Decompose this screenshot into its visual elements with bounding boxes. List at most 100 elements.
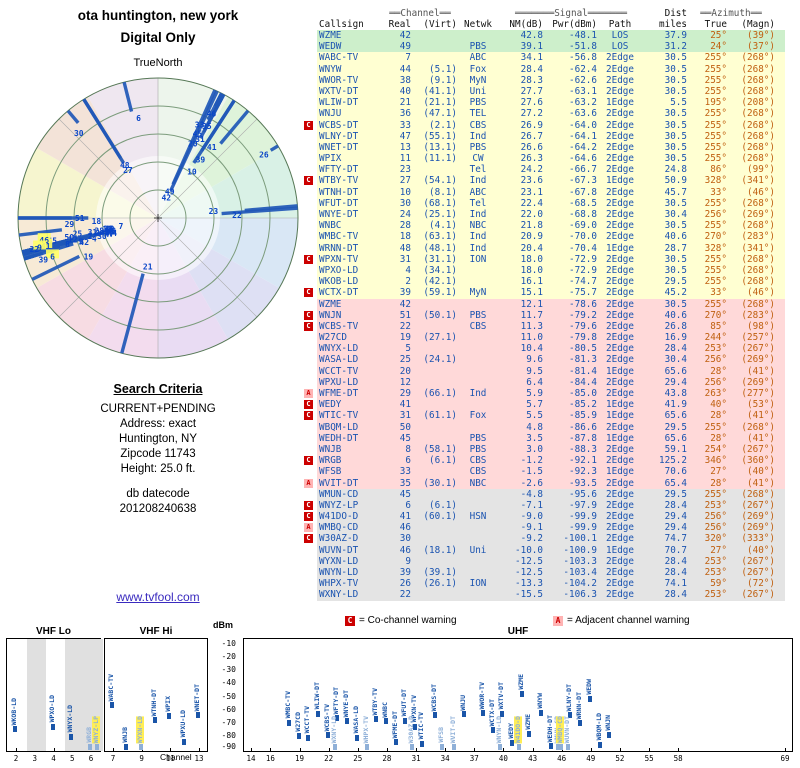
channel-tick [72,748,74,752]
real-channel: 41 [399,511,411,523]
path: 2Edge [606,589,634,601]
noise-margin: -9.1 [520,522,543,534]
virtual-channel [411,321,457,332]
table-row: WHPX-TV 26 (26.1) ION -13.3 -104.2 2Edge 74.1 59… [303,578,785,590]
db-datecode-value: 201208240638 [119,503,197,515]
callsign: WCCT-TV [319,365,359,377]
warning-marker-cell: C [303,533,317,544]
station-label: WNYN-LD [494,715,503,743]
power: -70.0 [569,231,597,243]
power: -93.5 [569,477,597,489]
search-address-type: Address: exact [119,418,197,430]
callsign: WPXN-TV [319,253,359,265]
noise-margin: -9.0 [520,511,543,523]
station-label: WTIC-TV [417,712,426,740]
power: -86.6 [569,421,597,433]
noise-margin: -15.5 [515,589,543,601]
callsign: WTIC-TV [319,410,359,422]
real-channel: 39 [399,567,411,578]
path: 2Edge [606,455,634,467]
network: MyN [469,287,487,299]
header-spacer [457,8,499,19]
distance: 43.8 [664,388,687,399]
search-criteria: CURRENT+PENDING Address: exact Huntingto… [6,402,310,477]
table-row: WBQM-LD 50 4.8 -86.6 2Edge 29.5 255° (268°) [303,421,785,433]
path: 2Edge [606,421,634,433]
distance: 40.6 [664,309,687,321]
azimuth-magnetic: (268°) [741,63,775,75]
callsign: WWOR-TV [319,74,359,86]
azimuth-magnetic: (98°) [747,320,775,332]
callsign: W27CD [319,332,347,344]
noise-margin: 26.6 [520,141,543,153]
table-row: WLIW-DT 21 (21.1) PBS 27.6 -63.2 1Edge 5.5 195° (… [303,97,785,109]
real-channel: 22 [399,320,411,332]
azimuth-true: 24° [710,41,727,53]
signal-bar [364,744,369,750]
virtual-channel: (4.1) [429,220,457,232]
real-channel: 50 [399,421,411,433]
radar-channel-label: 25 [73,230,83,239]
virtual-channel: (59.1) [423,287,457,299]
adjacent-channel-warning-icon: A [304,523,313,533]
vhf-lo-label: VHF Lo [36,626,71,637]
network [457,377,499,388]
signal-bar [420,740,425,747]
table-row: WNJB 8 (58.1) PBS 3.0 -88.3 2Edge 59.1 254° (267°… [303,443,785,456]
radar-channel-label: 29 [65,220,75,229]
noise-margin: 28.3 [520,74,543,86]
col-real: Real [388,19,411,30]
virtual-channel: (24.1) [423,354,457,366]
noise-margin: 34.1 [520,52,543,64]
search-criteria-heading: Search Criteria [113,382,203,396]
azimuth-true: 256° [704,522,727,534]
network: CBS [469,466,487,478]
channel-tick-label: 31 [411,754,421,763]
signal-bar [461,711,466,718]
virtual-channel [411,556,457,567]
signal-bar [286,719,291,726]
azimuth-magnetic: (341°) [741,242,775,254]
noise-margin: 22.4 [520,197,543,209]
radar-signal-bar [213,92,224,107]
path: 2Edge [606,63,634,75]
signal-bar [124,743,129,750]
col-magn: (Magn) [741,19,775,30]
azimuth-true: 85° [710,320,727,332]
network [457,500,499,511]
callsign: WVIT-DT [319,477,359,489]
path: 2Edge [606,197,634,209]
callsign: WPXO-LD [319,264,359,276]
warning-marker-cell [303,30,317,41]
station-label: WASA-LD [351,706,360,734]
distance: 30.4 [664,209,687,220]
azimuth-magnetic: (99°) [747,164,775,176]
signal-bar [345,718,350,725]
noise-margin: -12.5 [515,567,543,578]
path: 2Edge [606,511,634,523]
power: -104.2 [563,578,597,590]
azimuth-true: 25° [710,30,727,41]
table-row-data: WZME 42 12.1 -78.6 2Edge 30.5 255° (268°) [317,298,785,310]
power: -92.3 [569,466,597,478]
real-channel: 19 [399,332,411,344]
signal-bar [110,702,114,709]
azimuth-true: 320° [704,533,727,545]
network [457,332,499,343]
table-row: WPIX 11 (11.1) CW 26.3 -64.6 2Edge 30.5 255° (268… [303,153,785,165]
azimuth-magnetic: (268°) [741,74,775,86]
network [457,422,499,433]
signal-bar [181,738,186,745]
azimuth-magnetic: (268°) [741,276,775,288]
azimuth-magnetic: (268°) [741,108,775,120]
signal-bar [565,744,570,750]
tvfool-link[interactable]: www.tvfool.com [116,590,200,604]
station-label: WNBC [380,701,389,718]
distance: 65.6 [664,410,687,422]
azimuth-magnetic: (53°) [747,399,775,411]
radar-signal-bar [122,81,134,113]
distance: 30.5 [664,141,687,153]
channel-tick-label: 9 [139,754,144,763]
real-channel: 30 [399,533,411,545]
radar-channel-label: 42 [161,193,171,202]
